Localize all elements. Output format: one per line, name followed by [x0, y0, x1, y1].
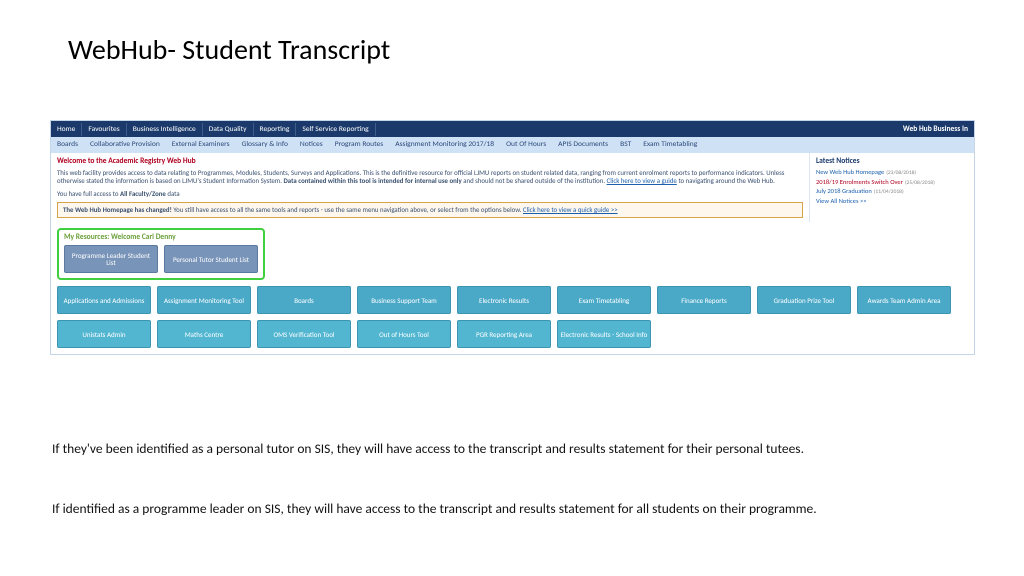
notice-item-2: July 2018 Graduation(11/04/2018)	[816, 187, 968, 195]
welcome-p2a: You have full access to	[57, 190, 120, 198]
nav-favourites[interactable]: Favourites	[82, 123, 126, 136]
nav-home[interactable]: Home	[51, 123, 82, 136]
webhub-screenshot: Home Favourites Business Intelligence Da…	[50, 120, 975, 355]
nav-secondary: Boards Collaborative Provision External …	[51, 137, 974, 153]
sub-apis[interactable]: APIS Documents	[552, 139, 614, 151]
tile-exam-tt[interactable]: Exam Timetabling	[557, 286, 651, 314]
tile-oms-verif[interactable]: OMS Verification Tool	[257, 320, 351, 348]
tile-grad-prize[interactable]: Graduation Prize Tool	[757, 286, 851, 314]
changed-link[interactable]: Click here to view a quick guide >>	[523, 206, 618, 214]
notices-title: Latest Notices	[816, 157, 968, 166]
tile-awards-admin[interactable]: Awards Team Admin Area	[857, 286, 951, 314]
changed-notice: The Web Hub Homepage has changed! You st…	[57, 202, 803, 218]
welcome-para1: This web facility provides access to dat…	[57, 169, 803, 186]
notice-link-0[interactable]: New Web Hub Homepage	[816, 168, 884, 176]
sub-bst[interactable]: BST	[614, 139, 637, 151]
tile-out-of-hours[interactable]: Out of Hours Tool	[357, 320, 451, 348]
sub-out-of-hours[interactable]: Out Of Hours	[500, 139, 552, 151]
notice-date-1: (25/08/2018)	[905, 180, 935, 186]
nav-brand: Web Hub Business In	[903, 125, 974, 134]
tile-prog-leader[interactable]: Programme Leader Student List	[64, 245, 158, 273]
welcome-p1c: and should not be shared outside of the …	[462, 177, 607, 185]
tile-apps-admissions[interactable]: Applications and Admissions	[57, 286, 151, 314]
main-column: Welcome to the Academic Registry Web Hub…	[51, 153, 809, 222]
changed-rest: You still have access to all the same to…	[172, 206, 523, 214]
slide-title: WebHub- Student Transcript	[68, 32, 390, 67]
sub-exam-tt[interactable]: Exam Timetabling	[637, 139, 703, 151]
nav-primary: Home Favourites Business Intelligence Da…	[51, 121, 974, 137]
welcome-p2b: All Faculty/Zone	[120, 190, 166, 198]
tile-assign-mon[interactable]: Assignment Monitoring Tool	[157, 286, 251, 314]
changed-lead: The Web Hub Homepage has changed!	[63, 206, 172, 214]
content-area: Welcome to the Academic Registry Web Hub…	[51, 153, 974, 222]
tile-row-1: Applications and Admissions Assignment M…	[51, 286, 974, 320]
sub-assign-mon[interactable]: Assignment Monitoring 2017/18	[389, 139, 500, 151]
sub-collab[interactable]: Collaborative Provision	[84, 139, 166, 151]
tile-unistats[interactable]: Unistats Admin	[57, 320, 151, 348]
notice-date-0: (23/08/2018)	[886, 170, 916, 176]
body-para-1: If they've been identified as a personal…	[52, 440, 972, 458]
tile-elec-results[interactable]: Electronic Results	[457, 286, 551, 314]
nav-bi[interactable]: Business Intelligence	[127, 123, 203, 136]
notice-date-2: (11/04/2018)	[874, 189, 904, 195]
welcome-guide-link[interactable]: Click here to view a guide	[607, 177, 677, 185]
notice-view-all-link[interactable]: View All Notices >>	[816, 197, 866, 205]
notice-view-all: View All Notices >>	[816, 197, 968, 205]
my-resources-title: My Resources: Welcome Carl Denny	[64, 233, 258, 242]
welcome-title: Welcome to the Academic Registry Web Hub	[57, 157, 803, 166]
welcome-para2: You have full access to All Faculty/Zone…	[57, 190, 803, 198]
tile-pgr[interactable]: PGR Reporting Area	[457, 320, 551, 348]
tile-maths-centre[interactable]: Maths Centre	[157, 320, 251, 348]
notices-panel: Latest Notices New Web Hub Homepage(23/0…	[809, 153, 974, 222]
tile-personal-tutor[interactable]: Personal Tutor Student List	[164, 245, 258, 273]
welcome-p1d: to navigating around the Web Hub.	[677, 177, 775, 185]
sub-glossary[interactable]: Glossary & Info	[236, 139, 294, 151]
nav-reporting[interactable]: Reporting	[254, 123, 297, 136]
tile-row-2: Unistats Admin Maths Centre OMS Verifica…	[51, 320, 974, 354]
welcome-p1b: Data contained within this tool is inten…	[284, 177, 462, 185]
notice-link-1[interactable]: 2018/19 Enrolments Switch Over	[816, 178, 903, 186]
sub-boards[interactable]: Boards	[51, 139, 84, 151]
sub-routes[interactable]: Program Routes	[329, 139, 390, 151]
sub-notices[interactable]: Notices	[294, 139, 329, 151]
notice-link-2[interactable]: July 2018 Graduation	[816, 187, 872, 195]
sub-ext-exam[interactable]: External Examiners	[166, 139, 236, 151]
tile-finance[interactable]: Finance Reports	[657, 286, 751, 314]
notice-item-1: 2018/19 Enrolments Switch Over(25/08/201…	[816, 178, 968, 186]
tile-biz-support[interactable]: Business Support Team	[357, 286, 451, 314]
body-para-2: If identified as a programme leader on S…	[52, 500, 972, 518]
tile-elec-results-school[interactable]: Electronic Results - School Info	[557, 320, 651, 348]
welcome-p2c: data	[166, 190, 180, 198]
nav-self-service[interactable]: Self Service Reporting	[296, 123, 375, 136]
nav-data-quality[interactable]: Data Quality	[203, 123, 254, 136]
tile-boards[interactable]: Boards	[257, 286, 351, 314]
notice-item-0: New Web Hub Homepage(23/08/2018)	[816, 168, 968, 176]
my-resources-box: My Resources: Welcome Carl Denny Program…	[57, 228, 265, 280]
